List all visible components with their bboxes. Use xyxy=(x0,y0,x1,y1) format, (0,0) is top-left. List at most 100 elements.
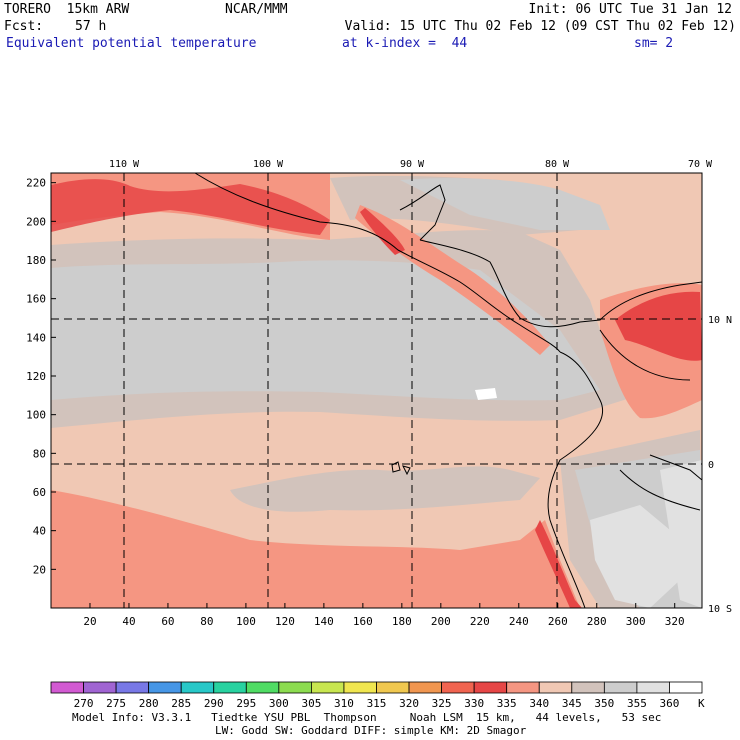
colorbar-level-label: 300 xyxy=(269,697,289,710)
valid-time: Valid: 15 UTC Thu 02 Feb 12 (09 CST Thu … xyxy=(344,19,736,34)
coastline-galapagos xyxy=(391,461,411,476)
lon-label-80w: 80 W xyxy=(545,159,570,170)
colorbar-swatch xyxy=(83,681,117,694)
colorbar-swatch xyxy=(148,681,182,694)
graticule xyxy=(51,173,702,608)
colorbar-level-label: 275 xyxy=(106,697,126,710)
y-tick-label: 220 xyxy=(26,177,46,190)
x-tick-label: 100 xyxy=(236,615,256,628)
y-tick-label: 160 xyxy=(26,293,46,306)
x-tick-label: 260 xyxy=(548,615,568,628)
x-tick-label: 140 xyxy=(314,615,334,628)
colorbar-level-label: 290 xyxy=(204,697,224,710)
colorbar-level-label: 340 xyxy=(529,697,549,710)
coastline-caribbean xyxy=(419,239,702,328)
x-tick-label: 160 xyxy=(353,615,373,628)
y-tick-label: 60 xyxy=(33,486,46,499)
colorbar-swatch xyxy=(669,681,703,694)
colorbar-level-label: 355 xyxy=(627,697,647,710)
y-tick-label: 20 xyxy=(33,563,46,576)
field-band-330-gulf xyxy=(360,208,405,255)
lon-label-100w: 100 W xyxy=(253,159,284,170)
colorbar-level-label: 310 xyxy=(334,697,354,710)
colorbar-swatch xyxy=(115,681,150,694)
colorbar-swatch xyxy=(473,681,508,694)
colorbar-level-label: 280 xyxy=(139,697,159,710)
lat-label-10n: 10 N xyxy=(708,315,732,326)
field-name: Equivalent potential temperature xyxy=(6,36,257,51)
colorbar-level-label: 350 xyxy=(594,697,614,710)
forecast-hours: 57 h xyxy=(75,19,107,34)
lon-label-90w: 90 W xyxy=(400,159,425,170)
y-tick-label: 140 xyxy=(26,331,46,344)
colorbar-level-label: 345 xyxy=(562,697,582,710)
field-band-355 xyxy=(590,505,680,608)
x-tick-label: 300 xyxy=(626,615,646,628)
x-tick-label: 220 xyxy=(470,615,490,628)
colorbar-level-label: 270 xyxy=(74,697,94,710)
lat-label-10s: 10 S xyxy=(708,604,732,615)
colorbar-level-label: 335 xyxy=(497,697,517,710)
x-tick-label: 40 xyxy=(122,615,135,628)
colorbar-unit: K xyxy=(698,697,705,710)
plot-frame xyxy=(50,172,703,609)
colorbar-swatch xyxy=(571,681,605,694)
colorbar-level-label: 285 xyxy=(171,697,191,710)
field-band-340-south xyxy=(51,490,580,608)
colorbar-level-label: 360 xyxy=(660,697,680,710)
x-tick-label: 240 xyxy=(509,615,529,628)
x-tick-label: 200 xyxy=(431,615,451,628)
colorbar-level-label: 330 xyxy=(464,697,484,710)
coastline-south-america-interior xyxy=(599,329,702,511)
colorbar-swatch xyxy=(538,681,573,694)
colorbar-level-label: 320 xyxy=(399,697,419,710)
coastline-south-america-west xyxy=(547,351,604,608)
colorbar-swatch xyxy=(408,681,442,694)
y-axis: 20 40 60 80 100 120 140 160 180 200 220 xyxy=(26,177,56,576)
field-band-340-coast xyxy=(355,205,550,355)
colorbar-swatch xyxy=(441,681,475,694)
x-axis: 20 40 60 80 100 120 140 160 180 200 220 240 260 280 30… xyxy=(83,603,685,628)
lon-label-110w: 110 W xyxy=(109,159,140,170)
y-tick-label: 200 xyxy=(26,215,46,228)
colorbar-swatch xyxy=(636,681,670,694)
lat-label-0: 0 xyxy=(708,460,714,471)
field-band-360 xyxy=(475,388,497,400)
equivalent-potential-temperature-field xyxy=(51,173,702,608)
footer-model-info: Model Info: V3.3.1 Tiedtke YSU PBL Thomp… xyxy=(72,711,662,724)
field-band-345-south xyxy=(230,466,540,512)
x-tick-label: 280 xyxy=(587,615,607,628)
y-tick-label: 80 xyxy=(33,447,46,460)
colorbar-swatch xyxy=(506,681,540,694)
y-tick-label: 180 xyxy=(26,254,46,267)
longitude-labels: 110 W 100 W 90 W 80 W 70 W xyxy=(109,159,713,170)
colorbar-level-label: 305 xyxy=(301,697,321,710)
lon-label-70w: 70 W xyxy=(688,159,713,170)
organization-label: NCAR/MMM xyxy=(225,2,288,17)
field-band-355-east xyxy=(660,460,702,608)
init-time: Init: 06 UTC Tue 31 Jan 12 xyxy=(528,2,733,17)
x-tick-label: 20 xyxy=(83,615,96,628)
x-tick-label: 320 xyxy=(665,615,685,628)
colorbar-swatch xyxy=(376,681,410,694)
colorbar: 270 275 280 285 290 295 300 305 310 315 320 325 330 3… xyxy=(50,681,703,710)
colorbar-level-label: 315 xyxy=(367,697,387,710)
colorbar-swatch xyxy=(213,681,247,694)
y-tick-label: 40 xyxy=(33,525,46,538)
x-tick-label: 180 xyxy=(392,615,412,628)
colorbar-swatch xyxy=(245,681,280,694)
colorbar-level-label: 325 xyxy=(432,697,452,710)
y-tick-label: 120 xyxy=(26,370,46,383)
footer-physics-info: LW: Godd SW: Goddard DIFF: simple KM: 2D… xyxy=(215,724,527,737)
colorbar-swatch xyxy=(603,681,638,694)
field-band-330-colombia xyxy=(615,291,702,361)
field-band-330-north xyxy=(51,179,330,235)
coastline-yucatan xyxy=(399,184,446,241)
field-band-330-peru xyxy=(535,520,582,608)
colorbar-swatch xyxy=(278,681,312,694)
colorbar-swatch xyxy=(310,681,345,694)
x-tick-label: 120 xyxy=(275,615,295,628)
x-tick-label: 80 xyxy=(200,615,213,628)
colorbar-swatch xyxy=(343,681,377,694)
